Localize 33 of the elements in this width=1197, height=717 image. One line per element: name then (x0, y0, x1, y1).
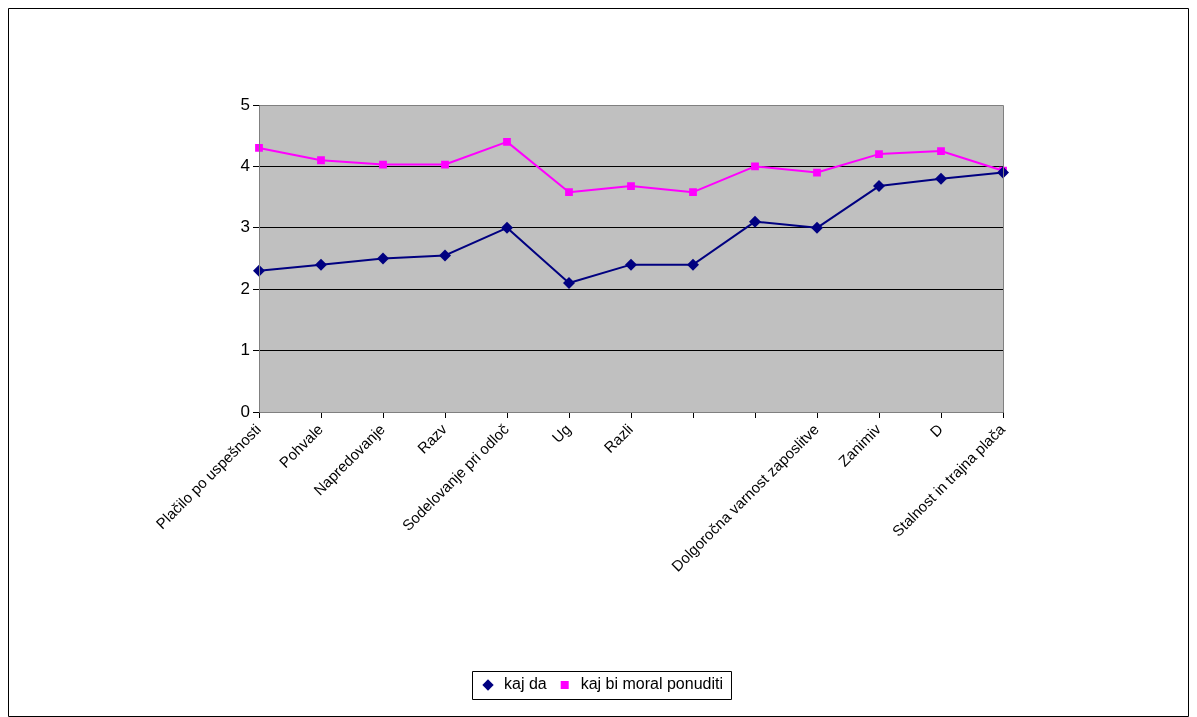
point (441, 160, 449, 169)
point (379, 160, 387, 169)
point (875, 150, 883, 159)
legend-label: kaj da (504, 675, 547, 693)
y-tick-label: 0 (240, 401, 250, 421)
y-tick-label: 3 (240, 217, 250, 237)
legend-label: kaj bi moral ponuditi (580, 675, 723, 693)
y-tick-label: 1 (240, 340, 250, 360)
point (687, 258, 699, 271)
point (813, 168, 821, 177)
point (873, 180, 885, 193)
y-tick-label: 5 (240, 94, 250, 114)
point (625, 258, 637, 271)
point (689, 188, 697, 197)
point (751, 162, 759, 171)
y-tick-label: 2 (240, 278, 250, 298)
point (439, 249, 451, 262)
y-tick-label: 4 (240, 156, 250, 176)
point (627, 182, 635, 190)
x-tick-label: D (926, 420, 947, 441)
point (501, 221, 513, 234)
x-tick-label: Ug (548, 420, 575, 446)
point (315, 258, 327, 271)
point (563, 277, 575, 290)
point (811, 221, 823, 234)
point (317, 156, 325, 165)
point (565, 188, 573, 197)
point (255, 144, 263, 152)
point (503, 137, 511, 146)
point (937, 147, 945, 155)
point (935, 172, 947, 185)
point (749, 215, 761, 228)
point (377, 252, 389, 265)
